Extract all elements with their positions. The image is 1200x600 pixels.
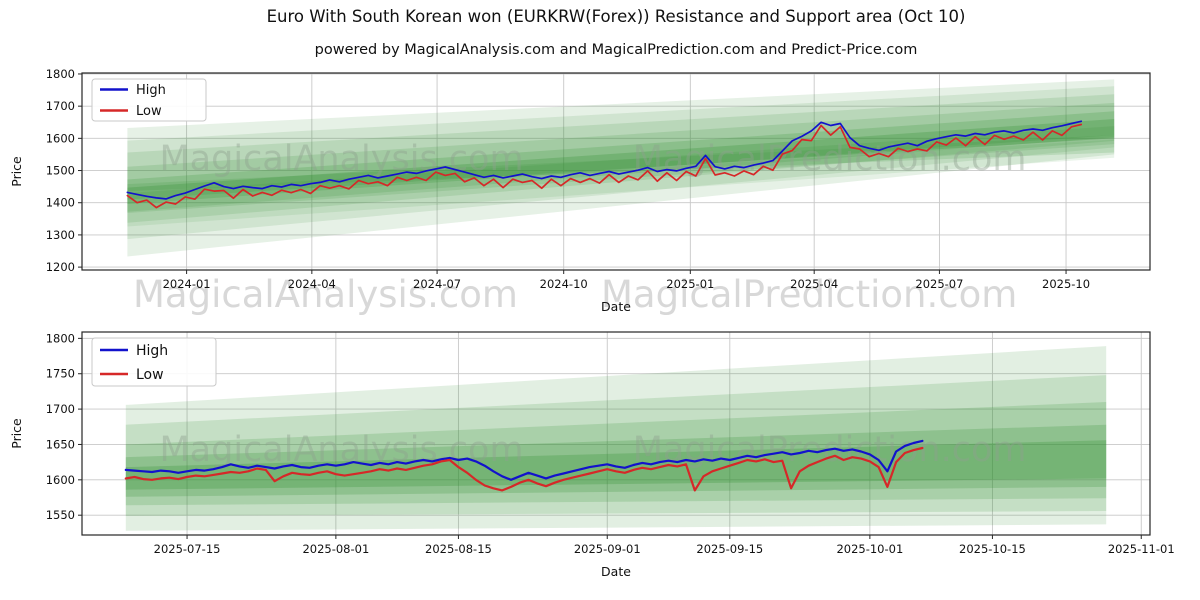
legend-label: Low (136, 367, 164, 383)
x-tick-label: 2025-08-15 (425, 542, 492, 556)
full-history-band (127, 102, 1115, 212)
legend-label: Low (136, 104, 162, 119)
x-tick-label: 2024-04 (288, 277, 336, 291)
y-axis-label: Price (9, 156, 24, 187)
y-tick-label: 1650 (46, 437, 75, 451)
full-history-band (127, 79, 1115, 257)
full-history-band (127, 119, 1115, 200)
y-tick-label: 1750 (46, 367, 75, 381)
full-history-band (127, 94, 1115, 223)
y-tick-label: 1400 (46, 196, 75, 210)
legend-label: High (136, 343, 168, 359)
x-tick-label: 2024-10 (540, 277, 588, 291)
recent-band (125, 346, 1107, 531)
x-tick-label: 2025-01 (666, 277, 714, 291)
x-axis-label: Date (601, 564, 631, 579)
y-tick-label: 1700 (46, 99, 75, 113)
x-tick-label: 2025-07-15 (154, 542, 221, 556)
x-axis-label: Date (601, 299, 631, 314)
x-tick-label: 2024-07 (413, 277, 461, 291)
x-tick-label: 2025-04 (790, 277, 838, 291)
chart-subtitle: powered by MagicalAnalysis.com and Magic… (314, 42, 918, 58)
recent-legend: High Low (91, 337, 217, 387)
x-tick-label: 2025-08-01 (302, 542, 369, 556)
recent-band (125, 402, 1107, 506)
recent-high-line (124, 439, 924, 481)
x-tick-label: 2025-11-01 (1108, 542, 1175, 556)
x-tick-label: 2025-10-01 (836, 542, 903, 556)
y-tick-label: 1550 (46, 508, 75, 522)
y-tick-label: 1300 (46, 228, 75, 242)
full-history-legend: High Low (91, 78, 207, 122)
x-tick-label: 2025-09-01 (574, 542, 641, 556)
full-history-band (127, 86, 1115, 240)
y-tick-label: 1500 (46, 164, 75, 178)
x-tick-label: 2025-10 (1042, 277, 1090, 291)
full-history-chart: MagicalAnalysis.com MagicalPrediction.com… (9, 67, 1151, 314)
full-history-band (127, 139, 1115, 227)
full-history-high-line (126, 120, 1083, 200)
y-tick-label: 1600 (46, 473, 75, 487)
full-history-plot-border (81, 72, 1151, 271)
x-tick-label: 2025-09-15 (696, 542, 763, 556)
recent-low-line (124, 446, 924, 492)
x-tick-label: 2024-01 (163, 277, 211, 291)
y-tick-label: 1700 (46, 402, 75, 416)
y-axis-label: Price (9, 418, 24, 449)
y-tick-label: 1600 (46, 131, 75, 145)
recent-band (125, 375, 1107, 516)
full-history-band (127, 111, 1115, 204)
recent-grid (82, 332, 1150, 535)
x-tick-label: 2025-07 (915, 277, 963, 291)
chart-title: Euro With South Korean won (EURKRW(Forex… (266, 7, 966, 26)
y-tick-label: 1800 (46, 331, 75, 345)
recent-plot-border (81, 331, 1151, 536)
full-history-low-line (126, 123, 1083, 209)
legend-label: High (136, 83, 166, 98)
recent-chart: MagicalAnalysis.com MagicalPrediction.com… (9, 331, 1175, 579)
recent-band (125, 424, 1107, 497)
watermark-inplot: MagicalAnalysis.com (159, 430, 523, 470)
y-tick-label: 1200 (46, 260, 75, 274)
y-tick-label: 1800 (46, 67, 75, 81)
full-history-grid (82, 73, 1150, 270)
x-tick-label: 2025-10-15 (959, 542, 1026, 556)
